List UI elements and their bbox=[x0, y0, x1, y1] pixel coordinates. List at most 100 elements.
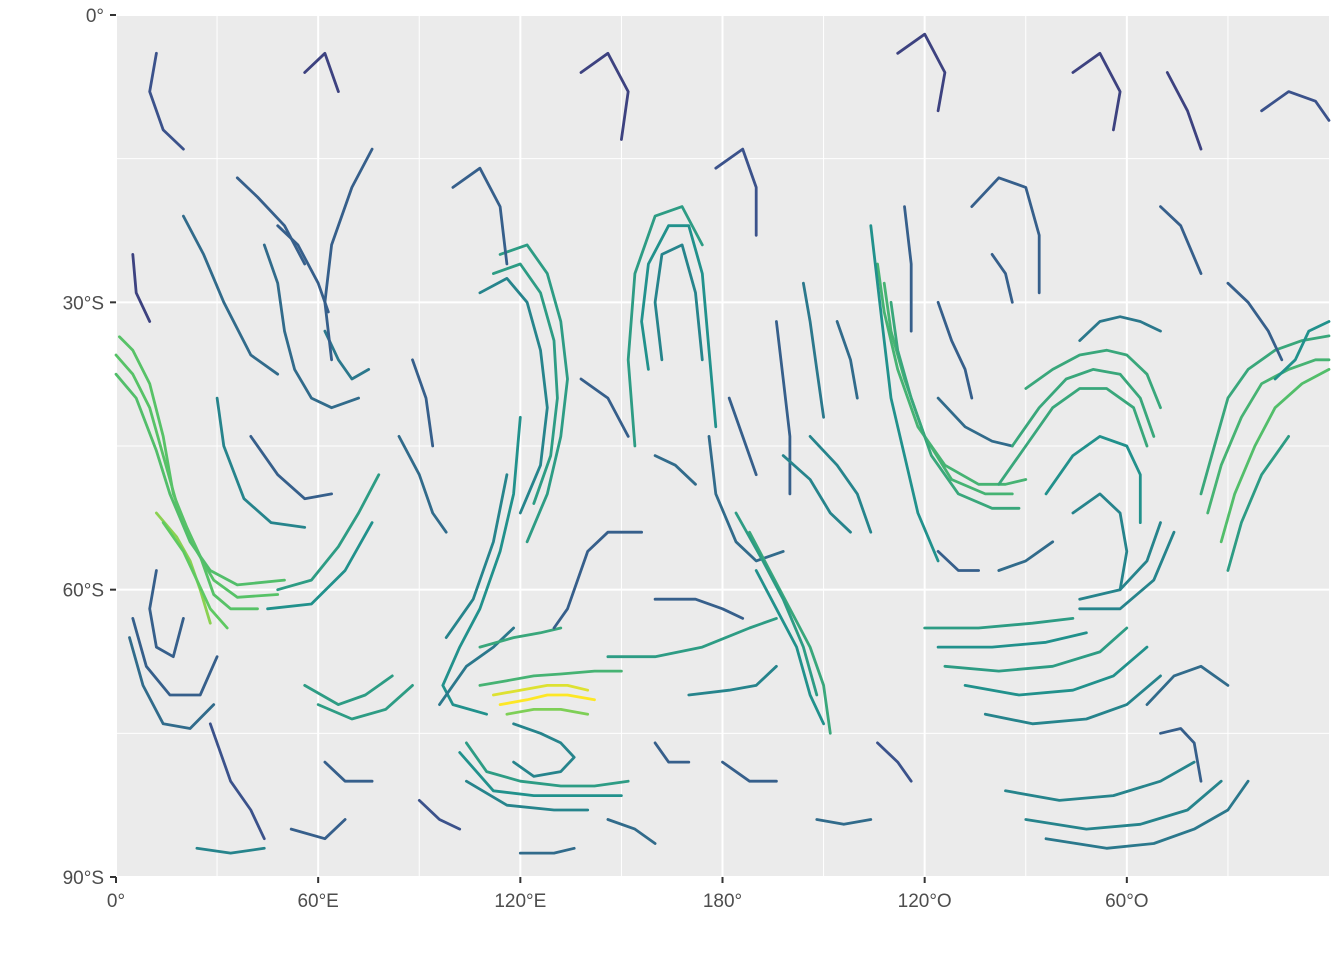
streamline bbox=[215, 396, 307, 529]
streamline bbox=[1145, 664, 1230, 706]
streamline bbox=[492, 684, 590, 697]
streamline bbox=[963, 645, 1149, 697]
streamline bbox=[903, 205, 913, 333]
streamline bbox=[397, 435, 448, 534]
streamline bbox=[1226, 435, 1290, 572]
streamline bbox=[1071, 492, 1129, 592]
streamline bbox=[498, 693, 596, 706]
streamline bbox=[721, 760, 778, 783]
streamline bbox=[653, 454, 697, 486]
streamline bbox=[802, 281, 825, 419]
y-tick-label: 30°S bbox=[63, 293, 104, 314]
streamline bbox=[653, 597, 745, 620]
streamline bbox=[997, 387, 1149, 486]
streamline bbox=[734, 511, 819, 697]
streamline bbox=[182, 214, 280, 376]
streamline bbox=[835, 320, 859, 400]
streamline bbox=[869, 224, 940, 563]
streamline bbox=[1159, 205, 1203, 275]
streamline bbox=[478, 669, 623, 687]
streamline bbox=[640, 224, 718, 429]
streamline bbox=[411, 358, 435, 448]
streamline bbox=[444, 473, 509, 639]
streamline bbox=[438, 626, 515, 706]
streamline bbox=[505, 708, 590, 716]
streamline bbox=[1199, 334, 1331, 496]
streamline bbox=[943, 626, 1129, 673]
streamline bbox=[653, 741, 691, 764]
streamline bbox=[1206, 358, 1331, 515]
streamline bbox=[114, 353, 280, 599]
streamline bbox=[1273, 320, 1331, 381]
streamline bbox=[896, 32, 947, 113]
streamline bbox=[579, 51, 630, 141]
streamline bbox=[131, 617, 219, 697]
streamline bbox=[1044, 435, 1142, 524]
streamline bbox=[195, 846, 266, 855]
streamline bbox=[148, 569, 185, 659]
streamline bbox=[1010, 368, 1156, 448]
streamline bbox=[478, 626, 563, 649]
streamline bbox=[653, 243, 704, 362]
streamline bbox=[889, 300, 1021, 510]
streamline bbox=[114, 372, 286, 587]
streamline bbox=[249, 435, 333, 501]
streamline bbox=[1165, 71, 1203, 151]
streamline bbox=[289, 818, 347, 841]
streamline bbox=[815, 818, 873, 826]
streamline bbox=[1078, 521, 1162, 601]
streamline bbox=[970, 176, 1041, 295]
streamline bbox=[687, 664, 778, 697]
streamline bbox=[161, 521, 229, 630]
streamline bbox=[606, 617, 778, 659]
streamline bbox=[923, 617, 1075, 630]
x-tick-label: 120°E bbox=[494, 891, 546, 912]
x-axis-tick-labels: 0° 60°E 120°E 180° 120°O 60°O bbox=[107, 891, 1149, 912]
streamline bbox=[316, 684, 414, 721]
streamline bbox=[1078, 315, 1162, 342]
streamline bbox=[997, 540, 1055, 572]
streamline bbox=[626, 205, 704, 448]
streamline bbox=[707, 435, 785, 563]
streamline bbox=[303, 674, 394, 706]
streamline bbox=[876, 741, 913, 783]
streamline bbox=[262, 243, 360, 410]
streamline bbox=[417, 799, 462, 831]
x-tick-label: 60°E bbox=[297, 891, 338, 912]
streamline bbox=[498, 243, 569, 544]
streamline bbox=[808, 435, 873, 534]
streamline bbox=[512, 722, 576, 778]
streamline bbox=[727, 396, 758, 477]
streamline bbox=[478, 277, 549, 515]
x-tick-label: 60°O bbox=[1105, 891, 1149, 912]
streamline bbox=[606, 818, 657, 845]
streamline bbox=[983, 674, 1162, 726]
streamline bbox=[552, 530, 643, 630]
streamline bbox=[235, 176, 307, 266]
streamline bbox=[936, 300, 974, 400]
streamline bbox=[492, 262, 559, 505]
streamline bbox=[936, 396, 1014, 448]
streamline bbox=[465, 741, 630, 788]
streamline bbox=[128, 636, 216, 730]
streamline bbox=[1044, 779, 1250, 850]
streamline bbox=[131, 253, 152, 323]
streamline bbox=[303, 51, 340, 93]
streamline bbox=[1260, 90, 1331, 122]
streamline bbox=[775, 320, 792, 496]
streamline bbox=[1159, 727, 1203, 783]
streamline bbox=[1024, 779, 1223, 831]
streamline bbox=[781, 454, 852, 534]
streamline bbox=[323, 760, 374, 783]
streamline bbox=[1024, 348, 1162, 410]
streamline bbox=[518, 846, 576, 855]
streamline bbox=[451, 166, 509, 266]
y-tick-label: 90°S bbox=[63, 868, 104, 889]
streamline bbox=[465, 779, 590, 812]
streamline bbox=[458, 751, 623, 797]
streamline bbox=[266, 521, 374, 611]
streamline bbox=[148, 51, 185, 151]
streamline bbox=[1078, 530, 1176, 611]
x-tick-label: 0° bbox=[107, 891, 125, 912]
